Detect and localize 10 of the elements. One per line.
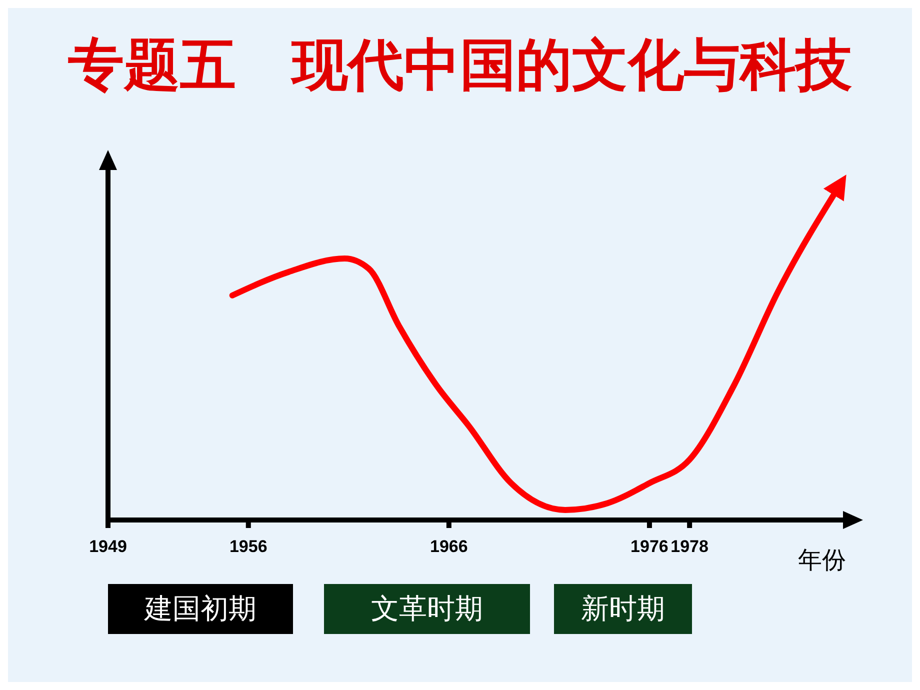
x-tick-label: 1956 xyxy=(229,537,268,556)
x-tick-label: 1966 xyxy=(430,537,468,556)
x-tick-label: 1976 xyxy=(630,537,668,556)
text: 文革时期 xyxy=(324,584,530,634)
text: 建国初期 xyxy=(108,584,293,634)
x-tick-label: 1978 xyxy=(670,537,708,556)
x-tick-label: 1949 xyxy=(89,537,127,556)
chart-title: 专题五 现代中国的文化与科技 xyxy=(67,31,853,100)
text: 新时期 xyxy=(554,584,692,634)
x-axis-title: 年份 xyxy=(798,545,846,576)
